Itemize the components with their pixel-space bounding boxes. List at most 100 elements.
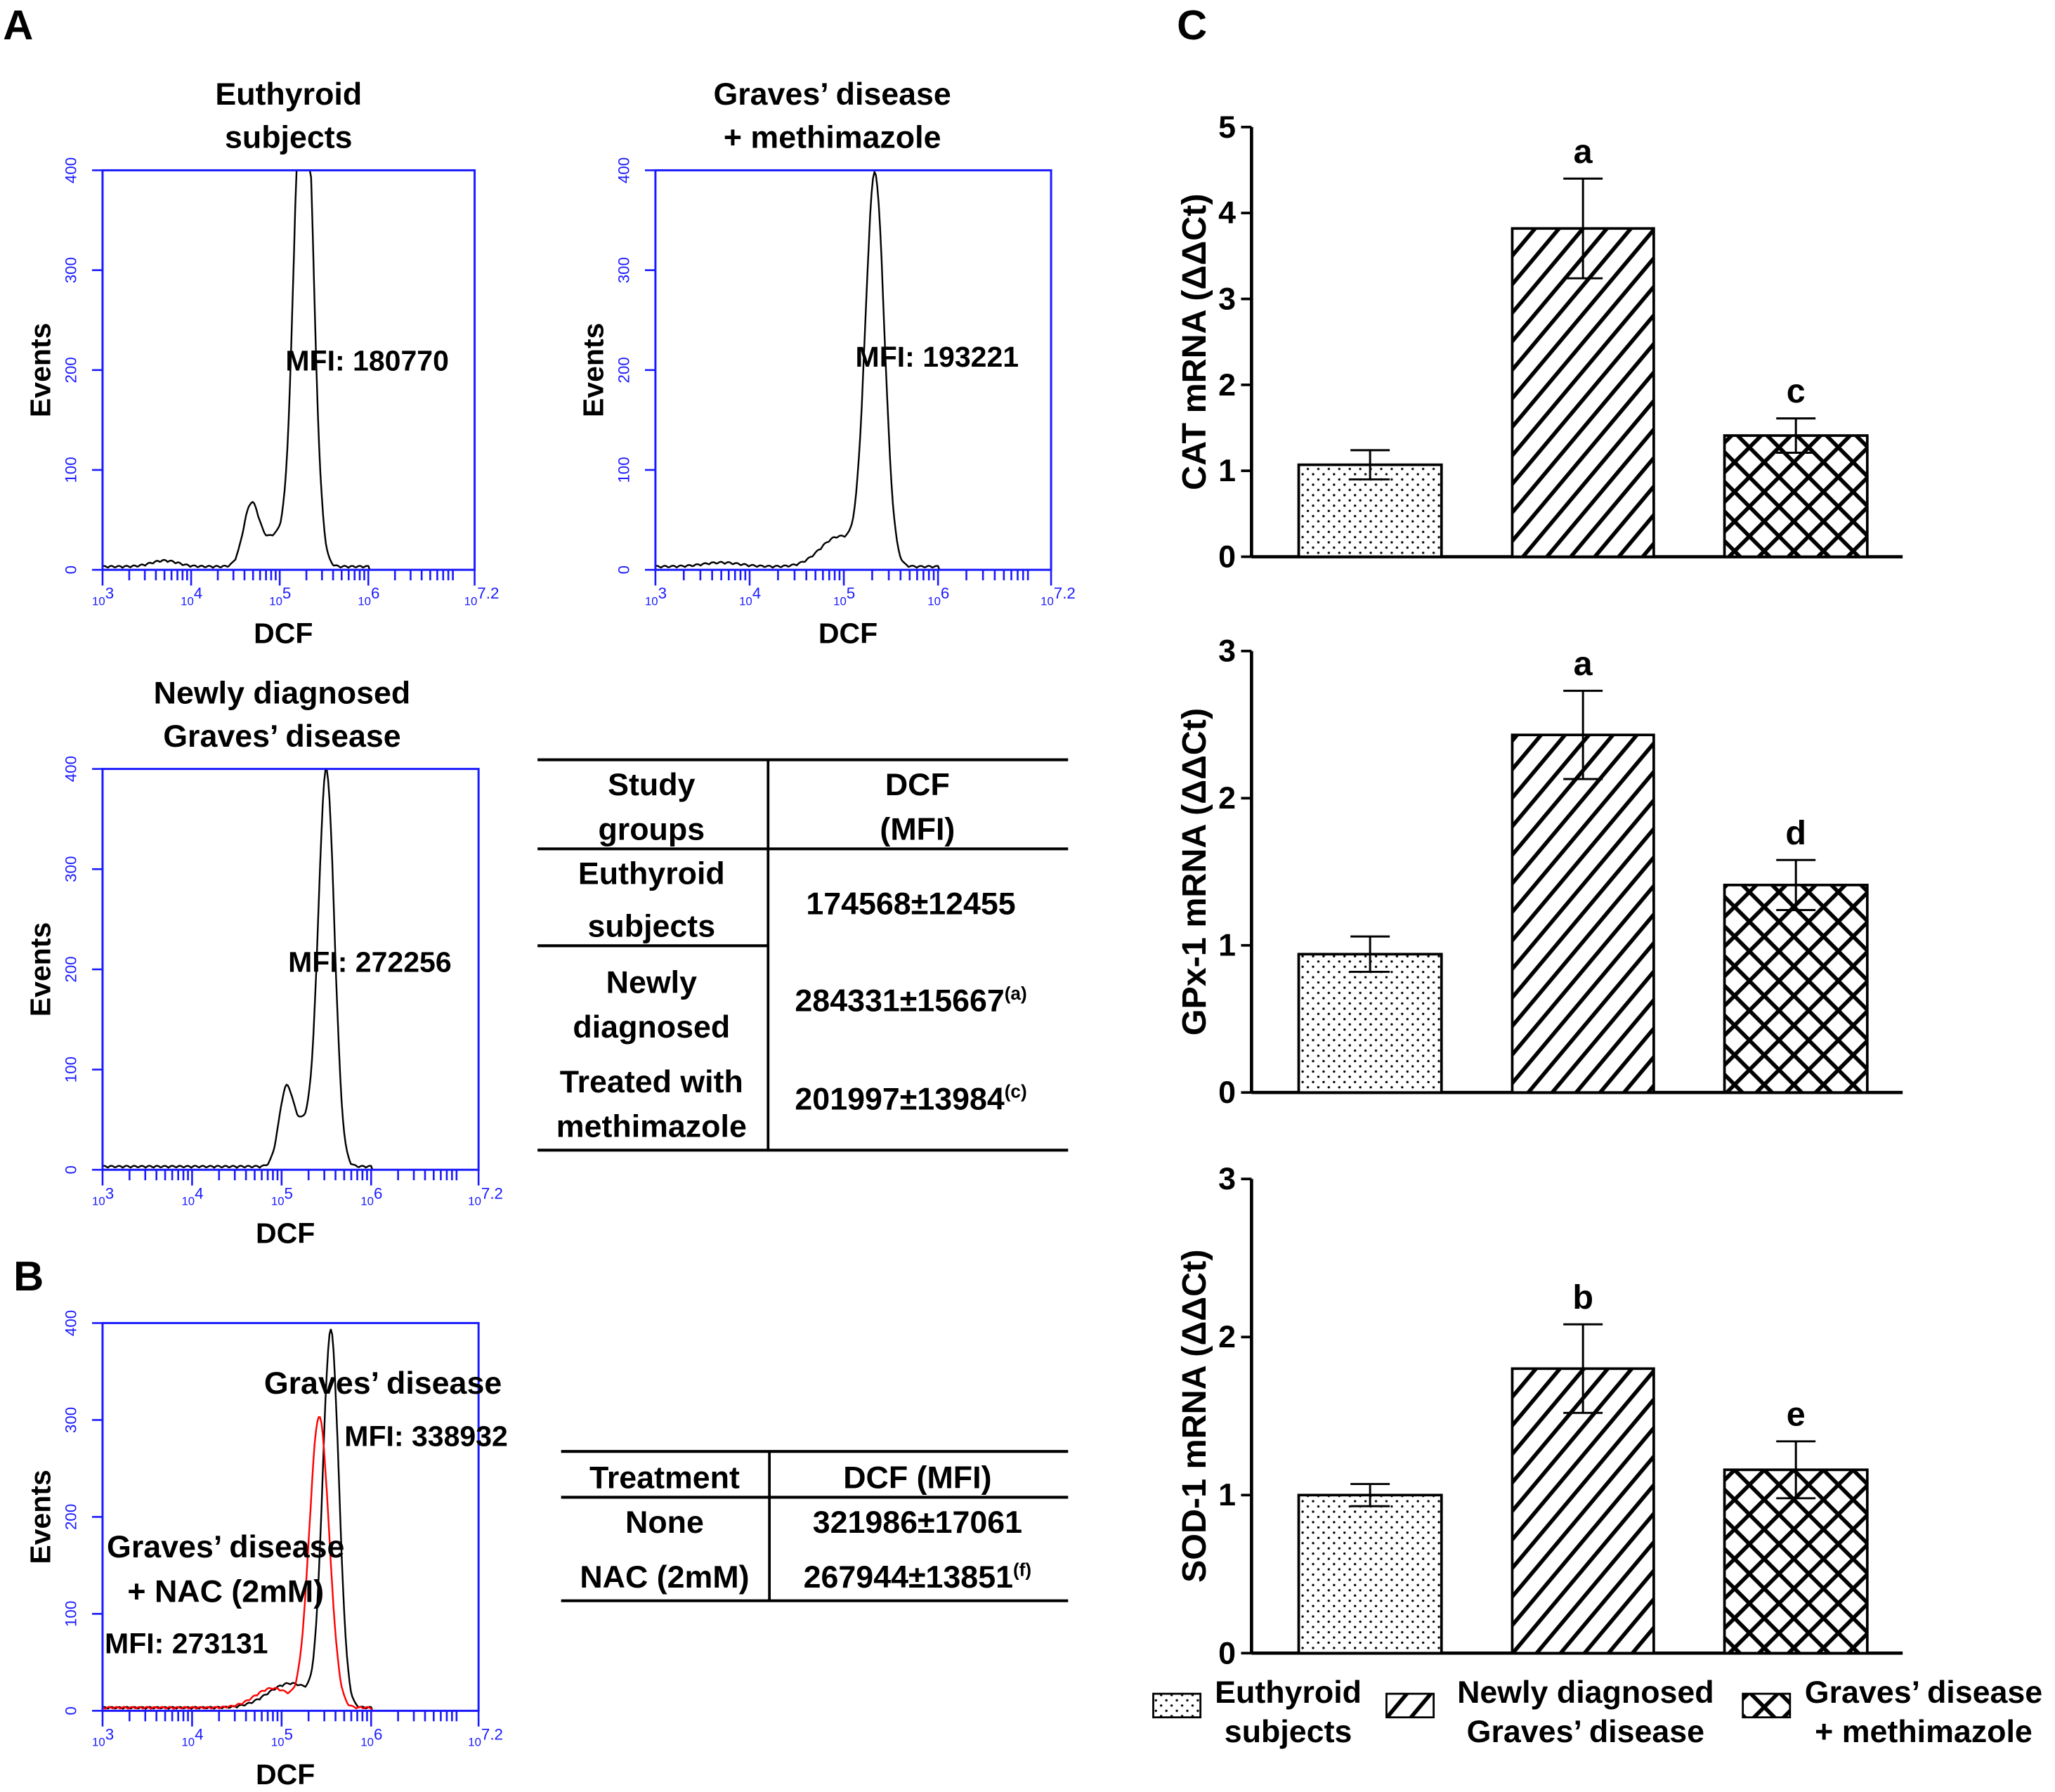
table-cell-value: 174568±12455: [806, 887, 1015, 922]
significance-letter: d: [1785, 814, 1806, 852]
y-tick-label: 2: [1218, 1319, 1236, 1354]
bar: [1511, 227, 1655, 558]
mfi-label-graves: MFI: 338932: [344, 1420, 508, 1453]
legend-label: Euthyroid: [1215, 1675, 1362, 1710]
x-tick-label: 106: [358, 584, 379, 608]
x-tick-label: 104: [181, 584, 202, 608]
y-tick-label: 3: [1218, 1161, 1236, 1196]
hist_newly-plot: 103 104 105 106 107.2 0 100 200 300 400: [63, 756, 503, 1208]
x-tick-label: 107.2: [468, 1725, 503, 1748]
x-tick-exponent: 4: [195, 1184, 203, 1202]
table-cell-group: methimazole: [556, 1109, 747, 1144]
legend-swatch-stripes: [1385, 1692, 1435, 1719]
x-tick-label: 104: [181, 1725, 203, 1748]
x-tick-label: 107.2: [468, 1184, 503, 1208]
hist_euthyroid-plot: 103 104 105 106 107.2 0 100 200 300 400: [63, 157, 500, 608]
y-tick-label: 4: [1218, 195, 1236, 230]
y-tick-label: 400: [63, 756, 80, 782]
y-tick-label: 100: [63, 457, 80, 483]
y-tick-label: 0: [63, 1165, 80, 1174]
legend-label: + methimazole: [1815, 1714, 2033, 1749]
significance-letter: a: [1574, 645, 1593, 683]
bar: [1723, 883, 1869, 1094]
y-tick-label: 2: [1218, 367, 1236, 403]
panel-label-c: C: [1177, 1, 1207, 48]
x-tick-label: 103: [645, 584, 667, 608]
y-tick-label: 3: [1218, 281, 1236, 316]
table-cell-group: None: [625, 1505, 704, 1540]
x-tick-label: 105: [833, 584, 855, 608]
histogram-title: Euthyroid: [215, 77, 362, 112]
x-tick-exponent: 3: [105, 1184, 114, 1202]
x-tick-exponent: 7.2: [1054, 584, 1076, 602]
x-axis-label: DCF: [256, 1758, 315, 1791]
x-tick-label: 105: [271, 1725, 293, 1748]
x-tick-exponent: 5: [847, 584, 855, 602]
y-tick-label: 1: [1218, 453, 1236, 488]
mfi-label: MFI: 193221: [856, 341, 1019, 373]
y-tick-label: 5: [1218, 110, 1236, 145]
table-header: Study: [608, 767, 695, 802]
y-tick-label: 0: [63, 1706, 80, 1715]
y-axis-label: CAT mRNA (ΔΔCt): [1175, 194, 1213, 490]
y-axis-label: GPx-1 mRNA (ΔΔCt): [1175, 708, 1213, 1035]
x-axis-label: DCF: [254, 617, 313, 650]
x-tick-exponent: 4: [752, 584, 761, 602]
x-tick-exponent: 4: [195, 1725, 203, 1743]
x-tick-exponent: 3: [658, 584, 667, 602]
legend-swatch-cross: [1742, 1692, 1792, 1719]
y-axis-label: Events: [24, 323, 56, 418]
y-tick-label: 300: [615, 257, 633, 283]
bar: [1723, 1468, 1869, 1655]
y-tick-label: 100: [63, 1601, 80, 1627]
x-tick-label: 104: [739, 584, 761, 608]
panel-label-a: A: [3, 1, 33, 48]
x-tick-exponent: 6: [371, 584, 379, 602]
histogram-title: Newly diagnosed: [154, 675, 411, 710]
y-tick-label: 400: [63, 1310, 80, 1336]
y-tick-label: 2: [1218, 780, 1236, 816]
x-tick-exponent: 7.2: [481, 1184, 503, 1202]
table-header: groups: [598, 811, 705, 846]
y-tick-label: 0: [615, 565, 633, 574]
significance-letter: e: [1787, 1395, 1806, 1433]
table-cell-group: subjects: [588, 908, 716, 943]
x-tick-exponent: 6: [374, 1725, 382, 1743]
x-tick-exponent: 5: [285, 1184, 293, 1202]
x-tick-exponent: 3: [105, 1725, 114, 1743]
significance-superscript: (c): [1005, 1081, 1027, 1102]
table-cell-value: 321986±17061: [813, 1505, 1022, 1540]
x-tick-label: 104: [181, 1184, 203, 1208]
histogram-title: Graves’ disease: [163, 719, 400, 754]
y-tick-label: 200: [615, 357, 633, 383]
legend-swatch-dots: [1152, 1692, 1202, 1719]
x-tick-exponent: 7.2: [477, 584, 499, 602]
y-tick-label: 400: [63, 157, 80, 183]
table-cell-value: 267944±13851(f): [804, 1559, 1031, 1595]
mfi-label: MFI: 272256: [288, 946, 452, 979]
x-tick-exponent: 5: [282, 584, 291, 602]
histogram-title: subjects: [225, 120, 353, 155]
hist_methimazole-plot: 103 104 105 106 107.2 0 100 200 300 400: [615, 157, 1076, 608]
x-tick-label: 107.2: [1040, 584, 1076, 608]
table-header: DCF (MFI): [843, 1460, 991, 1495]
y-tick-label: 200: [63, 1504, 80, 1530]
y-tick-label: 1: [1218, 928, 1236, 963]
significance-letter: a: [1574, 133, 1593, 171]
bar: [1511, 733, 1655, 1094]
y-axis-label: Events: [24, 922, 56, 1017]
legend-label: Newly diagnosed: [1457, 1675, 1714, 1710]
mfi-label: MFI: 180770: [285, 345, 449, 377]
y-tick-label: 1: [1218, 1477, 1236, 1512]
table-cell-group: diagnosed: [573, 1009, 730, 1045]
y-tick-label: 200: [63, 956, 80, 982]
x-tick-label: 103: [92, 1184, 114, 1208]
x-tick-exponent: 7.2: [481, 1725, 503, 1743]
table-cell-value: 201997±13984(c): [795, 1081, 1026, 1117]
series-label-nac: Graves’ disease: [107, 1529, 344, 1564]
series-label-nac: + NAC (2mM): [127, 1574, 324, 1609]
y-tick-label: 0: [1218, 1635, 1236, 1670]
y-tick-label: 100: [615, 457, 633, 483]
y-tick-label: 200: [63, 357, 80, 383]
significance-superscript: (f): [1013, 1559, 1031, 1580]
